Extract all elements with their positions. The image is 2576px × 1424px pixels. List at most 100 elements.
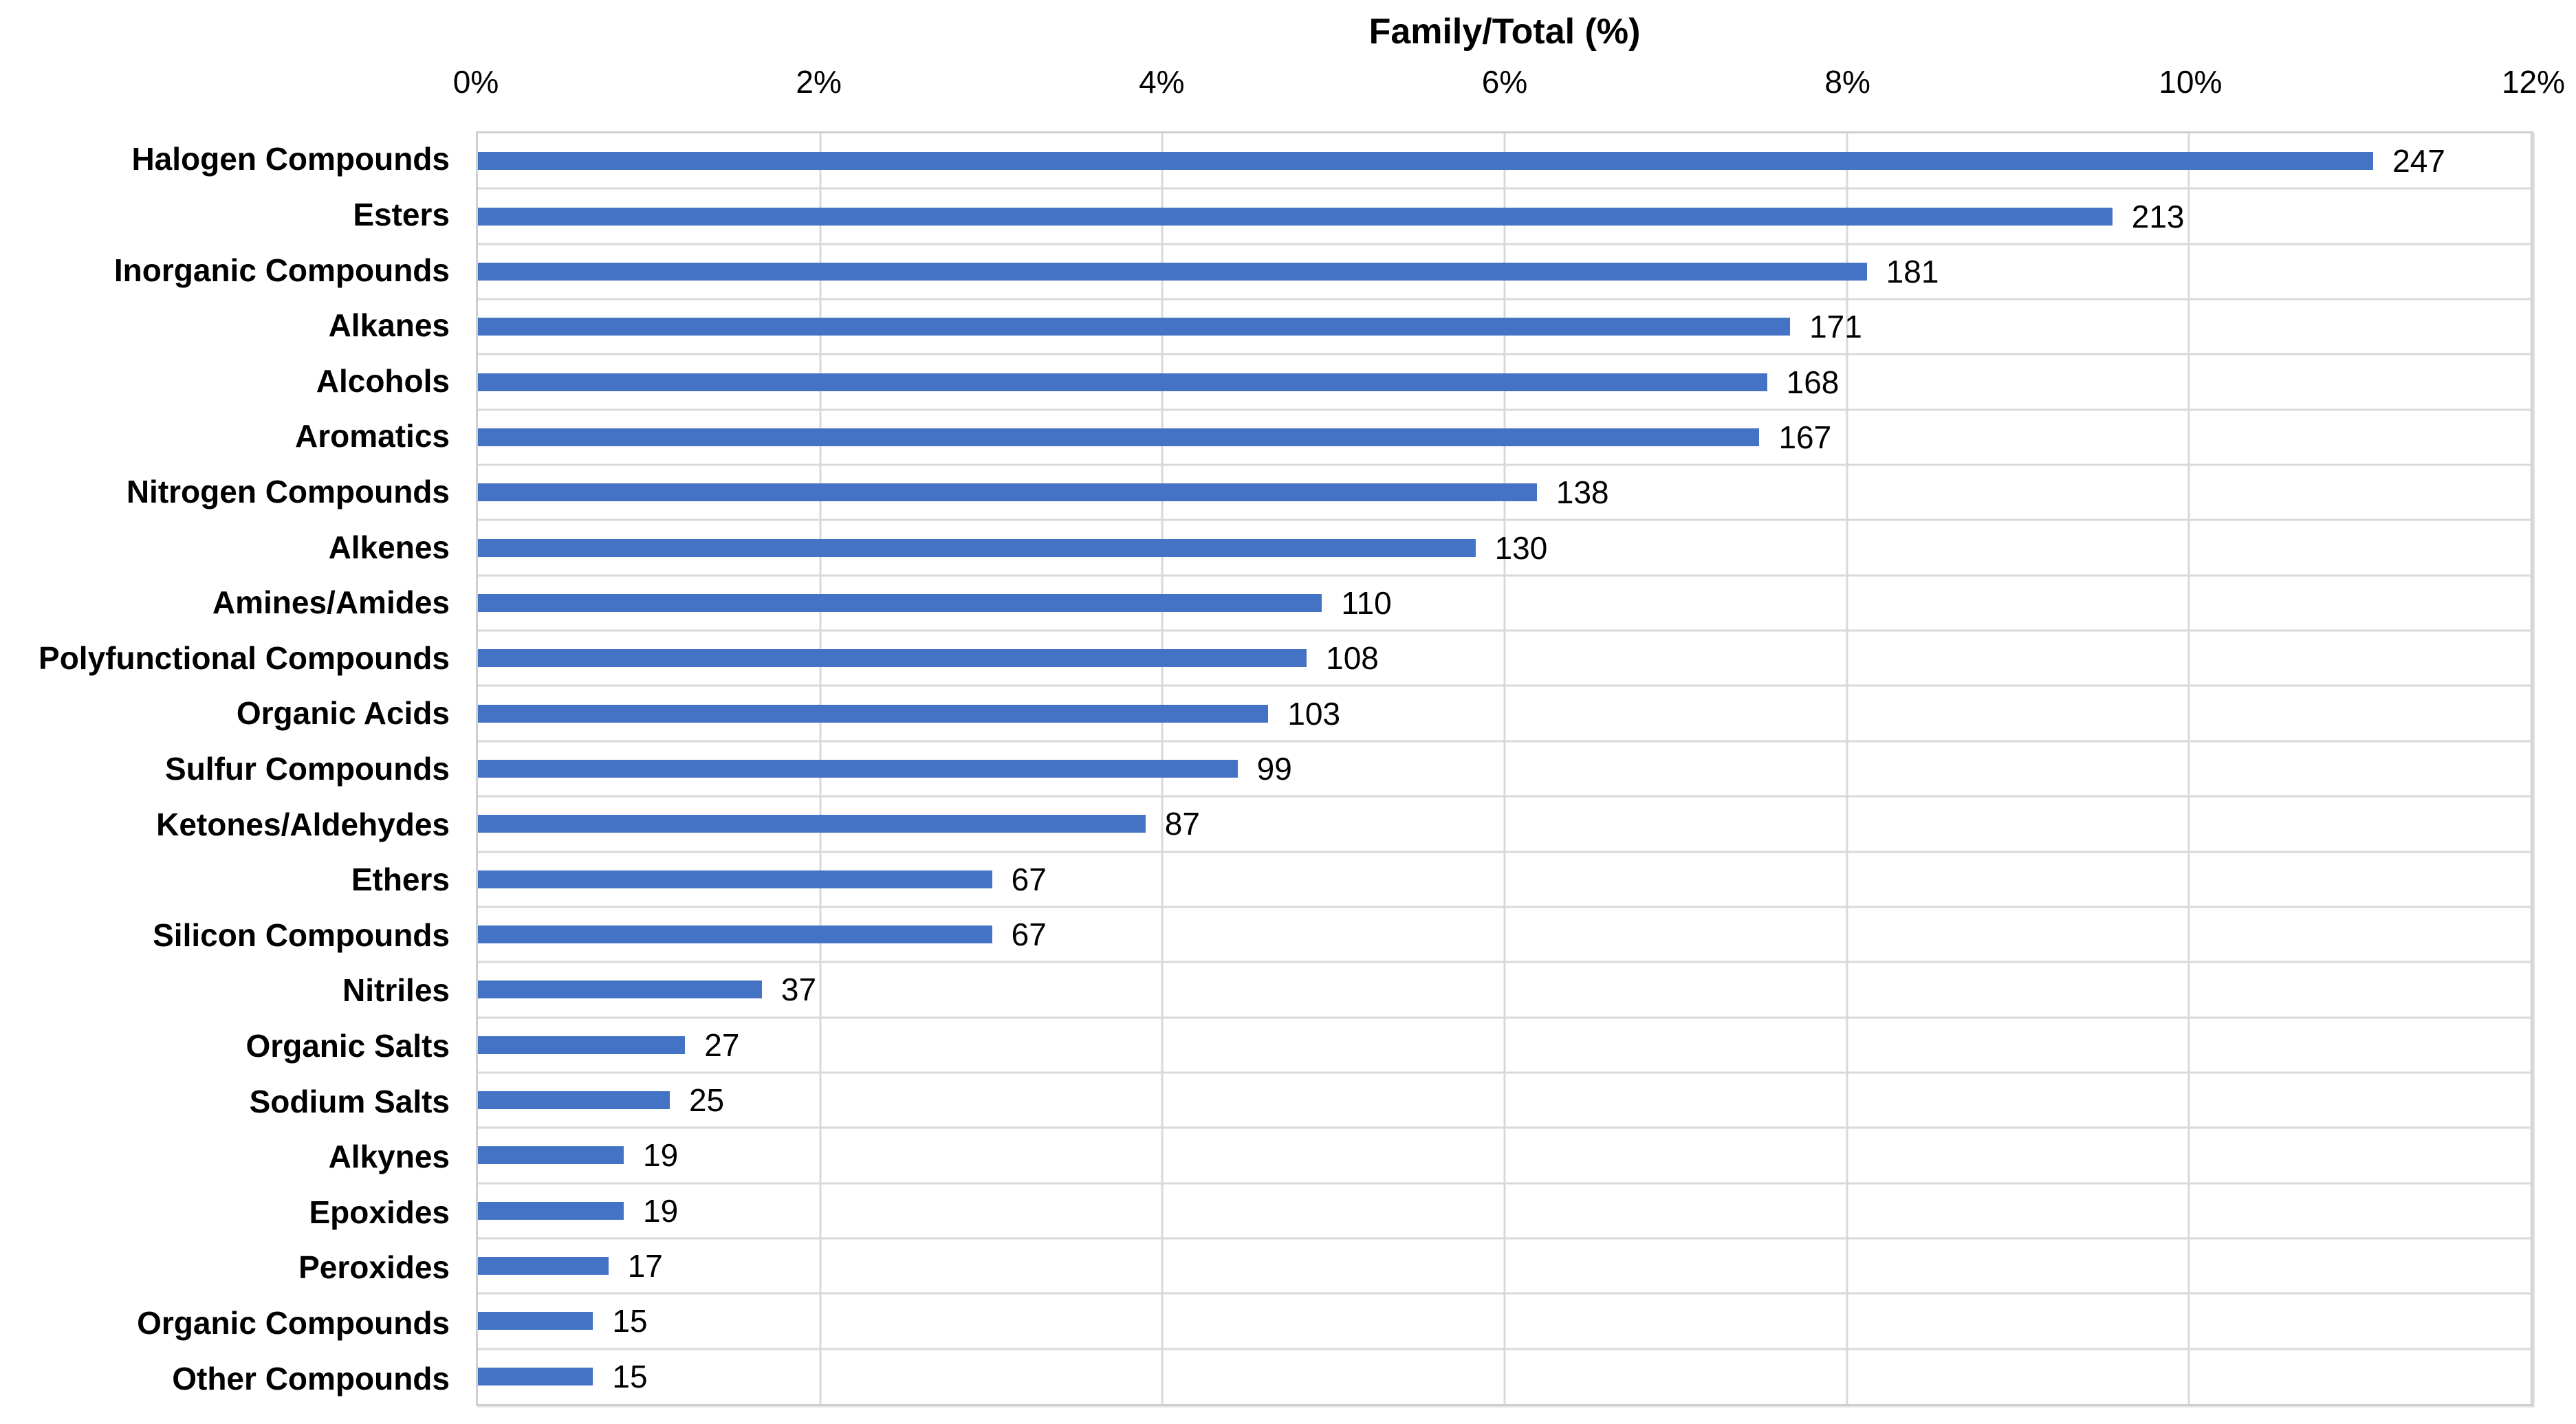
category-label: Nitriles (342, 972, 450, 1009)
bar (478, 1312, 593, 1330)
horizontal-gridline (478, 629, 2531, 632)
value-label: 108 (1326, 640, 1379, 677)
bar-row: 103 (478, 686, 2531, 741)
bar-row: 138 (478, 465, 2531, 520)
horizontal-gridline (478, 906, 2531, 908)
horizontal-gridline (478, 1237, 2531, 1240)
category-label: Sodium Salts (249, 1083, 450, 1119)
value-label: 25 (688, 1082, 725, 1119)
category-label: Amines/Amides (212, 584, 450, 621)
bar (478, 1257, 609, 1275)
category-label: Alkenes (328, 529, 450, 565)
value-label: 167 (1778, 419, 1832, 455)
bar (478, 815, 1146, 833)
value-label: 181 (1886, 253, 1939, 289)
category-label: Alkynes (328, 1139, 450, 1175)
horizontal-gridline (478, 298, 2531, 300)
bar (478, 262, 1867, 281)
horizontal-gridline (478, 684, 2531, 687)
bar-row: 19 (478, 1183, 2531, 1238)
chart-title: Family/Total (%) (1368, 12, 1641, 52)
value-label: 168 (1786, 364, 1840, 400)
horizontal-gridline (478, 574, 2531, 577)
bar-row: 99 (478, 741, 2531, 796)
bar-row: 87 (478, 796, 2531, 851)
bar-row: 15 (478, 1293, 2531, 1348)
bar (478, 981, 762, 999)
bar (478, 1201, 624, 1220)
bar-row: 37 (478, 962, 2531, 1017)
bar-row: 171 (478, 299, 2531, 354)
bar-row: 213 (478, 188, 2531, 243)
bar (478, 152, 2374, 171)
bar (478, 1367, 593, 1385)
bar-row: 130 (478, 520, 2531, 575)
bar (478, 538, 1476, 557)
horizontal-gridline (478, 795, 2531, 798)
value-label: 15 (612, 1358, 648, 1394)
value-label: 27 (704, 1027, 740, 1063)
category-label: Polyfunctional Compounds (39, 639, 450, 676)
horizontal-gridline (478, 1016, 2531, 1019)
bar-row: 108 (478, 631, 2531, 686)
value-label: 17 (627, 1248, 663, 1284)
horizontal-gridline (478, 187, 2531, 190)
category-label: Ketones/Aldehydes (156, 806, 450, 842)
category-label: Nitrogen Compounds (126, 473, 450, 510)
x-axis-tick-label: 0% (452, 64, 499, 100)
bar-row: 181 (478, 244, 2531, 299)
horizontal-gridline (478, 518, 2531, 521)
x-axis-tick-label: 4% (1139, 64, 1185, 100)
value-label: 67 (1011, 917, 1047, 953)
bar (478, 704, 1269, 723)
category-label: Ethers (351, 862, 450, 898)
category-label: Other Compounds (172, 1360, 450, 1396)
bar (478, 925, 992, 944)
category-label: Esters (353, 196, 450, 232)
bar (478, 759, 1238, 778)
category-label: Sulfur Compounds (165, 750, 450, 787)
value-label: 247 (2392, 143, 2445, 179)
bar-row: 168 (478, 354, 2531, 409)
category-label: Alkanes (328, 307, 450, 344)
value-label: 87 (1164, 806, 1200, 842)
category-label: Halogen Compounds (131, 141, 450, 177)
value-label: 171 (1809, 309, 1862, 345)
bar (478, 1091, 670, 1110)
horizontal-gridline (478, 463, 2531, 466)
horizontal-gridline (478, 1292, 2531, 1295)
bar-row: 110 (478, 576, 2531, 631)
vertical-gridline (2187, 133, 2190, 1404)
category-label: Epoxides (309, 1194, 450, 1230)
vertical-gridline (1846, 133, 1848, 1404)
value-label: 67 (1011, 861, 1047, 897)
bar-row: 67 (478, 907, 2531, 962)
value-label: 19 (643, 1192, 679, 1229)
vertical-gridline (2530, 133, 2533, 1404)
category-label: Alcohols (316, 362, 450, 399)
category-label: Aromatics (295, 418, 450, 454)
plot-area: 247 213 181 171 168 167 138 130 110 108 103 99 87 67 6… (476, 131, 2533, 1406)
horizontal-gridline (478, 243, 2531, 245)
y-axis-category-labels: Halogen Compounds Esters Inorganic Compoun… (0, 131, 476, 1406)
bar-row: 167 (478, 410, 2531, 465)
bar (478, 593, 1322, 612)
horizontal-gridline (478, 1126, 2531, 1129)
x-axis-tick-label: 10% (2159, 64, 2223, 100)
vertical-gridline (1503, 133, 1506, 1404)
value-label: 138 (1556, 474, 1609, 511)
horizontal-gridline (478, 1182, 2531, 1185)
value-label: 103 (1287, 695, 1341, 732)
horizontal-gridline (478, 1348, 2531, 1350)
bar-row: 27 (478, 1018, 2531, 1073)
category-label: Silicon Compounds (153, 917, 450, 953)
value-label: 99 (1256, 750, 1292, 787)
horizontal-gridline (478, 740, 2531, 743)
category-label: Organic Acids (236, 695, 450, 732)
category-label: Organic Compounds (137, 1305, 450, 1341)
bar (478, 428, 1760, 446)
horizontal-gridline (478, 408, 2531, 411)
bar-row: 19 (478, 1128, 2531, 1183)
value-label: 37 (781, 972, 817, 1008)
